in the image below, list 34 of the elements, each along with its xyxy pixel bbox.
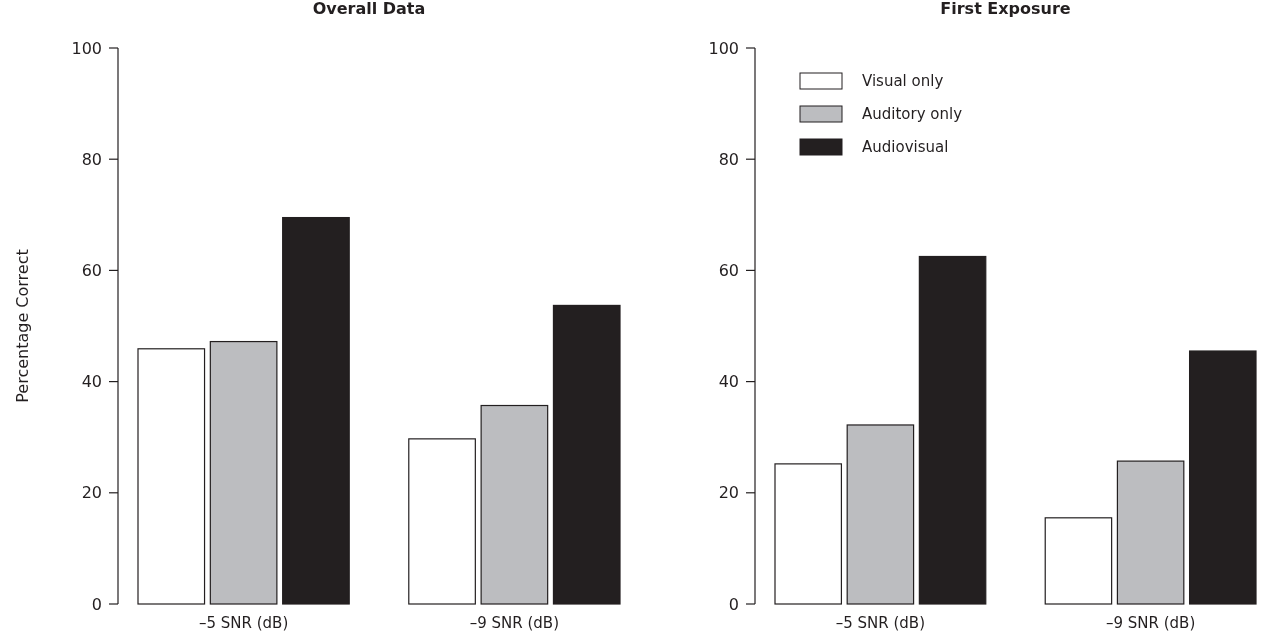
bar <box>846 424 915 605</box>
x-tick-label: –9 SNR (dB) <box>1105 614 1196 632</box>
bar <box>774 463 843 605</box>
bar <box>1188 350 1257 605</box>
y-tick-label: 60 <box>718 261 739 280</box>
y-tick-label: 20 <box>718 483 739 503</box>
bar <box>282 216 350 605</box>
legend-label: Auditory only <box>862 105 963 123</box>
y-tick-label: 80 <box>81 149 102 169</box>
chart-title: First Exposure <box>940 0 1071 18</box>
bar <box>408 438 476 605</box>
x-tick-label: –5 SNR (dB) <box>198 614 289 632</box>
y-tick-label: 20 <box>81 483 102 503</box>
bar <box>918 255 987 605</box>
bar <box>552 304 621 605</box>
y-tick-label: 40 <box>718 372 739 392</box>
chart-title: Overall Data <box>312 0 426 18</box>
y-tick-label: 0 <box>728 594 739 614</box>
y-tick-label: 80 <box>718 149 739 169</box>
bar <box>209 340 278 605</box>
y-tick-label: 60 <box>81 261 102 280</box>
y-tick-label: 100 <box>71 38 102 58</box>
y-axis-title: Percentage Correct <box>13 249 32 403</box>
legend-label: Audiovisual <box>862 138 949 156</box>
bar <box>480 404 549 605</box>
bar <box>137 348 206 605</box>
y-tick-label: 100 <box>708 38 739 58</box>
bar <box>1044 517 1113 605</box>
x-tick-label: –9 SNR (dB) <box>469 614 560 632</box>
y-tick-label: 40 <box>81 372 102 392</box>
bar <box>1116 460 1185 605</box>
legend-label: Visual only <box>862 72 944 90</box>
y-tick-label: 0 <box>91 594 102 614</box>
x-tick-label: –5 SNR (dB) <box>835 614 926 632</box>
